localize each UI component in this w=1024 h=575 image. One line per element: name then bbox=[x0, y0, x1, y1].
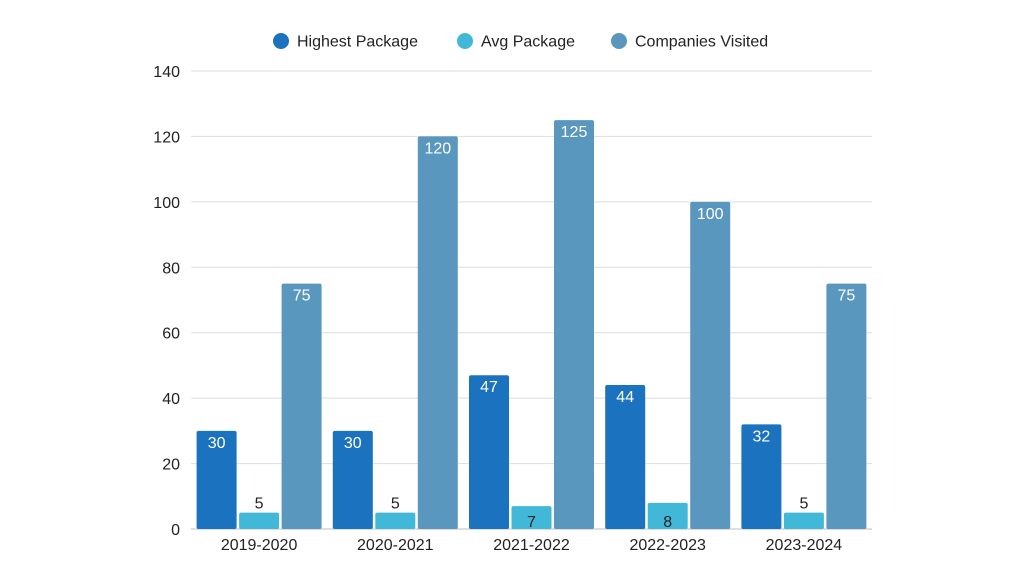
bar-avg-package-2023-2024 bbox=[783, 512, 824, 529]
value-label-highest-package: 32 bbox=[753, 428, 771, 445]
value-label-companies-visited: 75 bbox=[838, 288, 856, 305]
y-tick-label: 20 bbox=[162, 457, 180, 474]
legend-marker-companies-visited bbox=[611, 33, 627, 49]
bar-companies-visited-2022-2023 bbox=[690, 201, 731, 529]
value-label-companies-visited: 75 bbox=[293, 288, 311, 305]
y-tick-label: 60 bbox=[162, 326, 180, 343]
legend-label-companies-visited: Companies Visited bbox=[635, 34, 768, 51]
bars bbox=[196, 120, 867, 530]
bar-highest-package-2022-2023 bbox=[605, 385, 646, 529]
bar-companies-visited-2019-2020 bbox=[281, 283, 322, 529]
bar-companies-visited-2021-2022 bbox=[554, 120, 594, 530]
x-tick-label: 2023-2024 bbox=[766, 537, 843, 554]
value-label-highest-package: 30 bbox=[344, 435, 362, 452]
x-tick-label: 2022-2023 bbox=[629, 537, 706, 554]
value-label-avg-package: 5 bbox=[255, 496, 264, 513]
y-tick-label: 80 bbox=[162, 260, 180, 277]
bar-companies-visited-2023-2024 bbox=[826, 283, 867, 529]
value-label-avg-package: 5 bbox=[799, 496, 808, 513]
bar-highest-package-2023-2024 bbox=[741, 424, 782, 529]
value-label-avg-package: 7 bbox=[527, 514, 536, 531]
value-label-highest-package: 30 bbox=[208, 435, 226, 452]
bar-avg-package-2022-2023 bbox=[647, 502, 688, 529]
x-axis: 2019-2020 2020-2021 2021-2022 2022-2023 2023… bbox=[221, 537, 842, 554]
value-label-highest-package: 47 bbox=[480, 379, 498, 396]
value-label-avg-package: 8 bbox=[663, 514, 672, 531]
value-label-highest-package: 44 bbox=[616, 389, 634, 406]
x-tick-label: 2020-2021 bbox=[357, 537, 434, 554]
legend-marker-highest-package bbox=[273, 33, 289, 49]
bar-avg-package-2021-2022 bbox=[511, 506, 552, 529]
y-axis: 0 20 40 60 80 100 120 140 bbox=[153, 64, 180, 539]
y-tick-label: 100 bbox=[153, 195, 180, 212]
value-label-companies-visited: 100 bbox=[697, 206, 724, 223]
legend: Highest Package Avg Package Companies Visi… bbox=[273, 33, 768, 51]
bar-highest-package-2020-2021 bbox=[332, 430, 373, 529]
value-label-companies-visited: 120 bbox=[424, 140, 451, 157]
legend-marker-avg-package bbox=[457, 33, 473, 49]
x-tick-label: 2021-2022 bbox=[493, 537, 570, 554]
value-label-avg-package: 5 bbox=[391, 496, 400, 513]
bar-highest-package-2019-2020 bbox=[196, 430, 237, 529]
y-tick-label: 120 bbox=[153, 129, 180, 146]
legend-label-highest-package: Highest Package bbox=[297, 34, 418, 51]
y-tick-label: 40 bbox=[162, 391, 180, 408]
y-tick-label: 0 bbox=[171, 522, 180, 539]
value-labels: 30 5 75 30 5 120 47 7 125 44 8 100 32 5 75 bbox=[208, 124, 856, 531]
x-tick-label: 2019-2020 bbox=[221, 537, 298, 554]
bar-avg-package-2019-2020 bbox=[239, 512, 280, 529]
y-tick-label: 140 bbox=[153, 64, 180, 81]
value-label-companies-visited: 125 bbox=[561, 124, 588, 141]
bar-companies-visited-2020-2021 bbox=[417, 136, 458, 529]
bar-avg-package-2020-2021 bbox=[375, 512, 416, 529]
bar-highest-package-2021-2022 bbox=[469, 375, 509, 529]
legend-label-avg-package: Avg Package bbox=[481, 34, 575, 51]
